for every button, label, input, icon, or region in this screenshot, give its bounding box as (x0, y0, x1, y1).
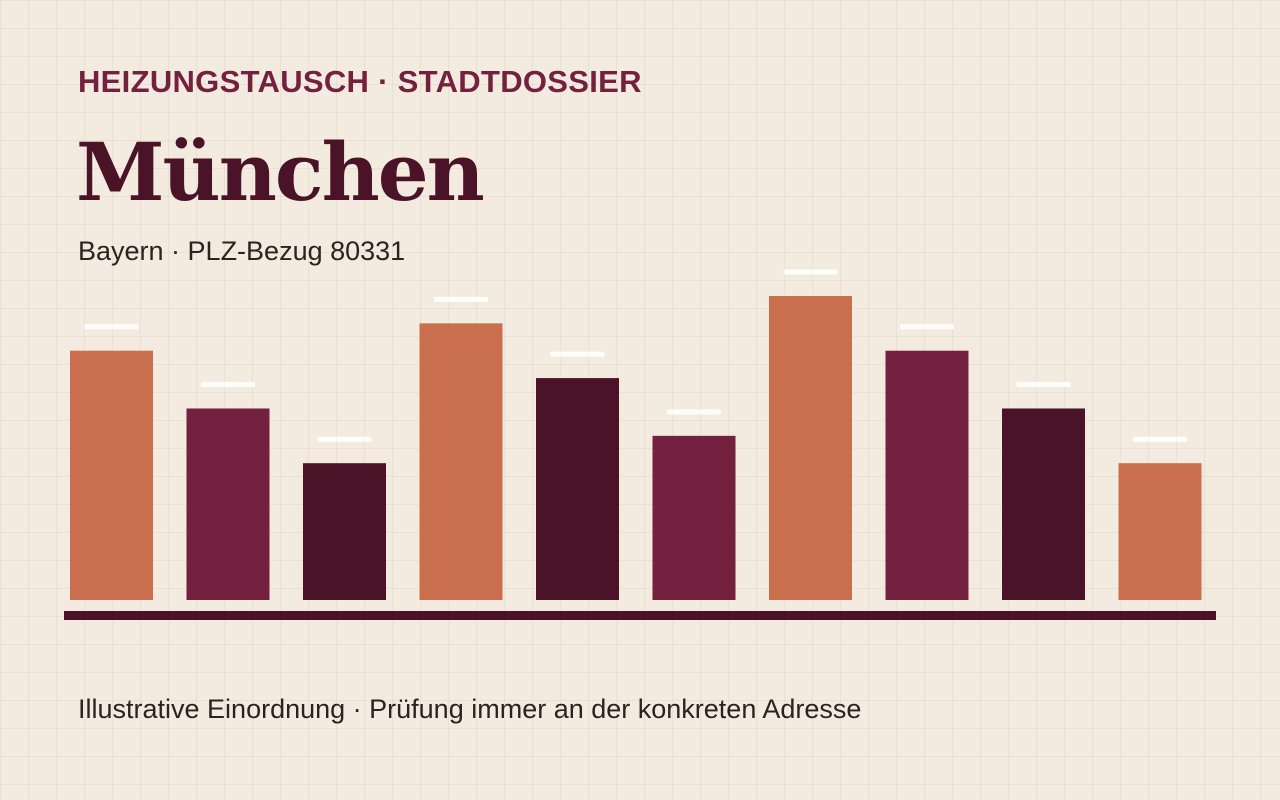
bar-7 (769, 296, 852, 600)
bar-cap-6 (667, 409, 721, 415)
chart-baseline (64, 611, 1216, 620)
bar-cap-10 (1133, 436, 1187, 442)
bar-cap-9 (1016, 381, 1071, 387)
bar-cap-8 (900, 324, 954, 330)
bar-cap-2 (201, 381, 255, 387)
bar-cap-4 (434, 296, 488, 302)
kicker-label: HEIZUNGSTAUSCH · STADTDOSSIER (78, 64, 642, 99)
bar-cap-7 (783, 269, 838, 275)
bar-9 (1002, 408, 1085, 600)
footer-note: Illustrative Einordnung · Prüfung immer … (78, 694, 862, 724)
bar-4 (419, 323, 503, 600)
page-subtitle: Bayern · PLZ-Bezug 80331 (78, 236, 406, 266)
bar-6 (652, 435, 736, 600)
bar-5 (536, 378, 619, 600)
bar-cap-1 (84, 324, 139, 330)
bar-8 (885, 350, 969, 600)
bar-cap-5 (550, 351, 605, 357)
bar-2 (186, 408, 270, 600)
bar-1 (70, 350, 153, 600)
page-title: München (76, 125, 485, 219)
bar-10 (1118, 463, 1202, 600)
bar-cap-3 (317, 436, 372, 442)
bar-3 (303, 463, 386, 600)
